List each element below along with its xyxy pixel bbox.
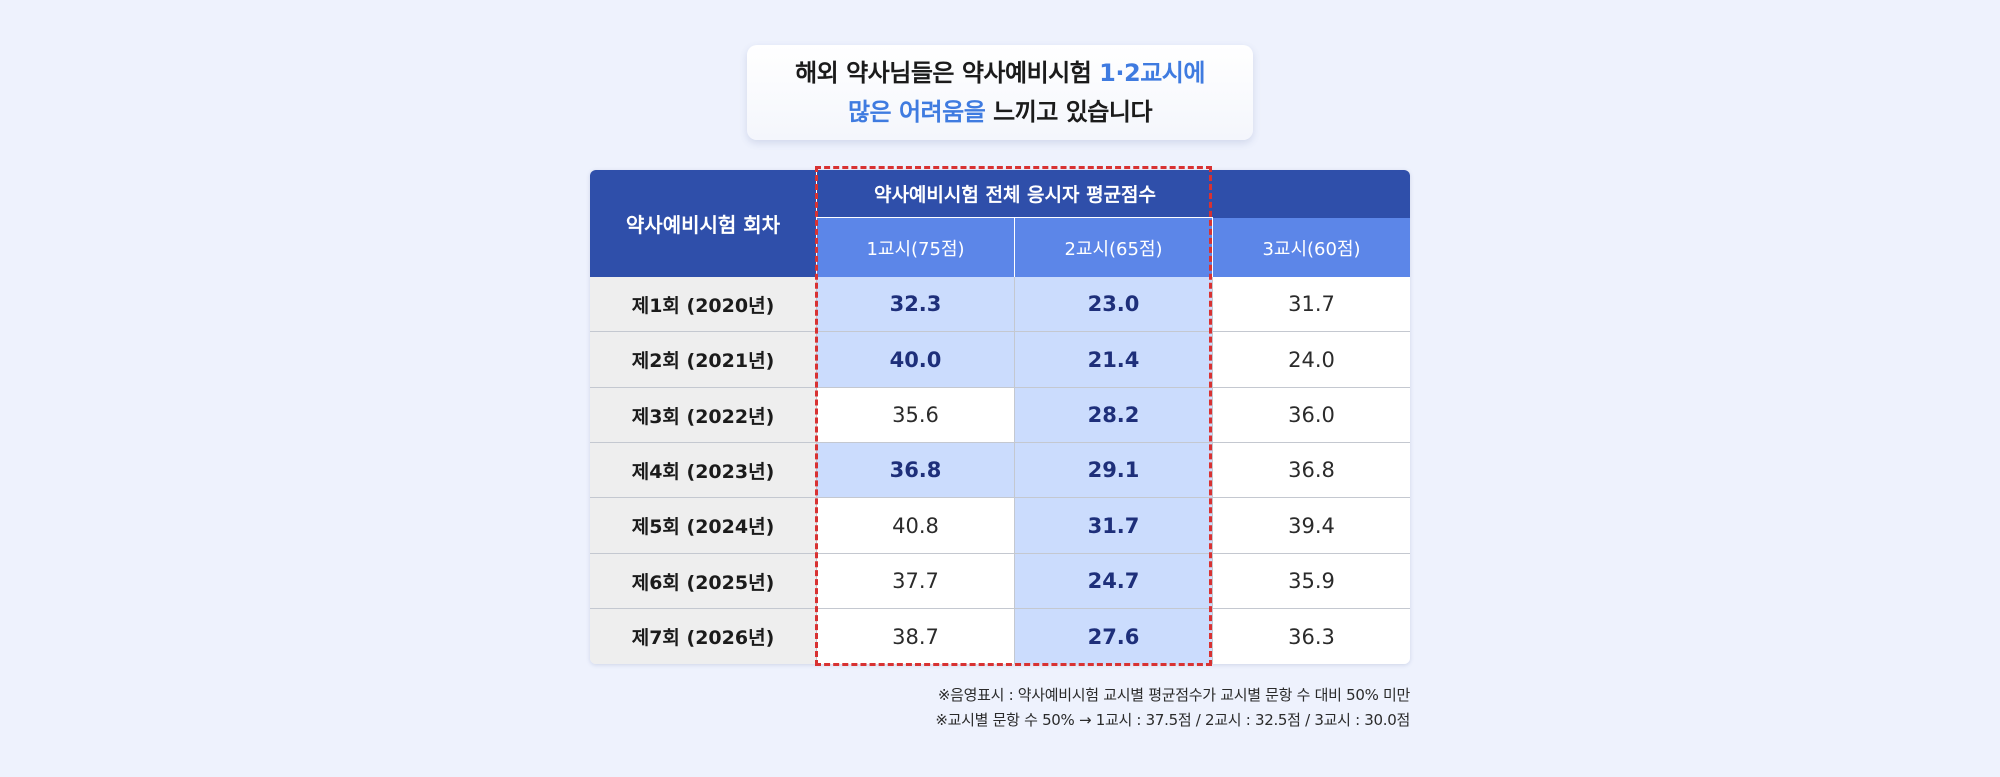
score-cell-period-1: 40.8 <box>817 498 1015 554</box>
header-group: 약사예비시험 전체 응시자 평균점수 <box>817 170 1213 218</box>
header-period-2: 2교시(65점) <box>1015 218 1213 277</box>
score-cell-period-2: 29.1 <box>1015 443 1213 498</box>
row-label: 제1회 (2020년) <box>590 277 817 332</box>
footnote-shading: ※음영표시 : 약사예비시험 교시별 평균점수가 교시별 문항 수 대비 50%… <box>937 686 1410 704</box>
row-label: 제2회 (2021년) <box>590 332 817 388</box>
row-label: 제3회 (2022년) <box>590 388 817 443</box>
score-cell-period-2: 31.7 <box>1015 498 1213 554</box>
row-label: 제7회 (2026년) <box>590 609 817 664</box>
header-blank <box>1213 170 1410 218</box>
score-cell-period-3: 24.0 <box>1213 332 1410 388</box>
header-period-3: 3교시(60점) <box>1213 218 1410 277</box>
score-cell-period-1: 35.6 <box>817 388 1015 443</box>
headline-line-1-highlight: 1·2교시에 <box>1099 58 1205 87</box>
score-cell-period-2: 24.7 <box>1015 554 1213 609</box>
score-cell-period-3: 31.7 <box>1213 277 1410 332</box>
score-cell-period-2: 27.6 <box>1015 609 1213 664</box>
headline-line-2: 많은 어려움을 느끼고 있습니다 <box>847 93 1153 132</box>
headline-card: 해외 약사님들은 약사예비시험 1·2교시에 많은 어려움을 느끼고 있습니다 <box>747 45 1253 140</box>
score-cell-period-3: 36.0 <box>1213 388 1410 443</box>
headline-line-1-text: 해외 약사님들은 약사예비시험 <box>795 58 1100 87</box>
score-cell-period-1: 38.7 <box>817 609 1015 664</box>
score-cell-period-2: 21.4 <box>1015 332 1213 388</box>
score-cell-period-3: 35.9 <box>1213 554 1410 609</box>
score-cell-period-3: 36.8 <box>1213 443 1410 498</box>
headline-line-2-text: 느끼고 있습니다 <box>985 97 1153 126</box>
row-label: 제6회 (2025년) <box>590 554 817 609</box>
row-label: 제5회 (2024년) <box>590 498 817 554</box>
headline-line-1: 해외 약사님들은 약사예비시험 1·2교시에 <box>795 54 1205 93</box>
score-cell-period-1: 37.7 <box>817 554 1015 609</box>
footnotes: ※음영표시 : 약사예비시험 교시별 평균점수가 교시별 문항 수 대비 50%… <box>935 683 1410 733</box>
score-table: 약사예비시험 회차 약사예비시험 전체 응시자 평균점수 1교시(75점) 2교… <box>590 170 1410 664</box>
score-cell-period-2: 28.2 <box>1015 388 1213 443</box>
score-cell-period-1: 36.8 <box>817 443 1015 498</box>
score-cell-period-2: 23.0 <box>1015 277 1213 332</box>
score-cell-period-3: 39.4 <box>1213 498 1410 554</box>
score-cell-period-3: 36.3 <box>1213 609 1410 664</box>
row-label: 제4회 (2023년) <box>590 443 817 498</box>
footnote-threshold: ※교시별 문항 수 50% → 1교시 : 37.5점 / 2교시 : 32.5… <box>935 711 1410 729</box>
score-cell-period-1: 40.0 <box>817 332 1015 388</box>
header-period-1: 1교시(75점) <box>817 218 1015 277</box>
headline-line-2-highlight: 많은 어려움을 <box>847 97 986 126</box>
header-round: 약사예비시험 회차 <box>590 170 817 277</box>
score-cell-period-1: 32.3 <box>817 277 1015 332</box>
